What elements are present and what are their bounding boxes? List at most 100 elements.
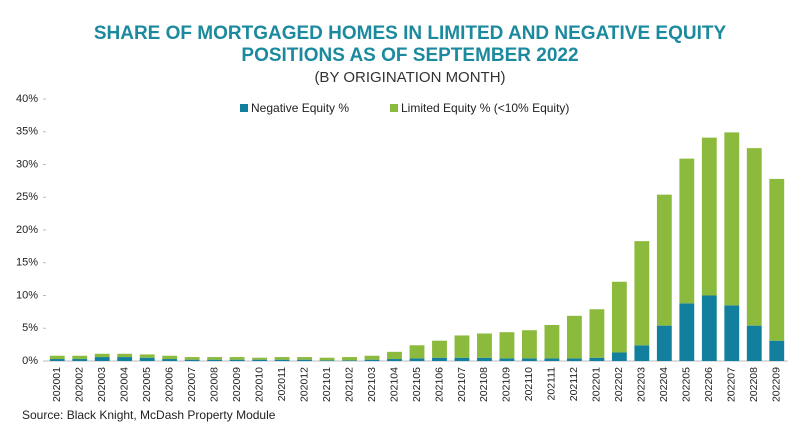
bar-segment: [656, 325, 672, 361]
bar-segment: [229, 357, 245, 360]
x-tick-label: 202109: [501, 367, 513, 402]
y-tick-label: 0%: [22, 355, 38, 367]
source-note: Source: Black Knight, McDash Property Mo…: [22, 408, 276, 422]
bar-segment: [117, 357, 133, 361]
bar-segment: [566, 315, 582, 359]
y-tick-label: 10%: [16, 289, 38, 301]
bar-segment: [49, 355, 65, 360]
bar-segment: [544, 358, 560, 361]
bar-segment: [589, 309, 605, 358]
bar-segment: [724, 132, 740, 306]
bar-segment: [342, 360, 357, 361]
bar-segment: [184, 359, 200, 361]
x-tick-label: 202008: [208, 367, 220, 402]
x-tick-label: 202111: [546, 367, 558, 401]
y-tick-label: 15%: [16, 257, 38, 269]
y-tick-label: 40%: [16, 93, 38, 105]
x-tick-label: 202112: [568, 367, 580, 401]
x-tick-label: 202007: [186, 367, 198, 402]
bar-segment: [769, 340, 785, 361]
x-tick-label: 202105: [411, 367, 423, 402]
x-tick-label: 202201: [591, 367, 603, 402]
bar-segment: [207, 357, 223, 360]
x-tick-label: 202102: [343, 367, 355, 402]
x-tick-label: 202208: [748, 367, 760, 402]
chart-subtitle: (BY ORIGINATION MONTH): [314, 69, 505, 86]
bar-segment: [589, 357, 605, 361]
bar-segment: [746, 148, 762, 326]
bar-segment: [162, 359, 178, 361]
bar-segment: [252, 359, 268, 361]
bar-segment: [72, 355, 88, 360]
x-tick-label: 202203: [636, 367, 648, 402]
bar-segment: [656, 194, 672, 326]
bar-segment: [297, 357, 312, 360]
bar-segment: [566, 358, 582, 361]
chart-title: SHARE OF MORTGAGED HOMES IN LIMITED AND …: [94, 23, 727, 44]
x-tick-label: 202005: [141, 367, 153, 402]
bar-segment: [499, 332, 515, 359]
bar-segment: [184, 357, 200, 360]
bar-segment: [342, 357, 357, 361]
bar-segment: [522, 330, 537, 359]
bar-segment: [454, 357, 470, 361]
x-tick-label: 202011: [276, 367, 288, 401]
x-tick-label: 202101: [321, 367, 333, 402]
bar-segment: [611, 352, 627, 361]
bar-segment: [679, 158, 695, 304]
bar-segment: [49, 359, 65, 361]
bar-segment: [207, 359, 223, 361]
bar-segment: [634, 345, 650, 361]
bar-segment: [364, 355, 380, 360]
x-tick-label: 202207: [726, 367, 738, 402]
bar-segment: [544, 324, 560, 359]
bar-segment: [499, 358, 515, 361]
bar-segment: [701, 295, 717, 361]
x-tick-label: 202204: [658, 367, 670, 402]
bar-segment: [117, 353, 133, 358]
x-tick-label: 202106: [433, 367, 445, 402]
bar-segment: [274, 357, 290, 360]
legend-swatch: [240, 104, 248, 112]
bar-segment: [319, 360, 335, 361]
bar-segment: [477, 357, 492, 361]
bar-segment: [769, 178, 785, 341]
x-tick-label: 202012: [298, 367, 310, 402]
bar-segment: [432, 340, 447, 358]
x-tick-label: 202206: [703, 367, 715, 402]
bar-segment: [679, 303, 695, 361]
x-tick-label: 202108: [478, 367, 490, 402]
bar-segment: [274, 359, 290, 361]
x-tick-label: 202110: [523, 367, 535, 401]
bar-segment: [72, 359, 88, 361]
bar-segment: [139, 354, 155, 358]
bar-segment: [364, 359, 380, 361]
bar-segment: [387, 351, 402, 360]
bar-segment: [611, 281, 627, 353]
legend-swatch: [390, 104, 398, 112]
bar-segment: [252, 357, 268, 360]
bar-segment: [139, 357, 155, 361]
y-tick-label: 20%: [16, 224, 38, 236]
x-tick-label: 202001: [51, 367, 63, 402]
x-tick-label: 202205: [681, 367, 693, 402]
x-tick-label: 202209: [771, 367, 783, 402]
legend-label: Limited Equity % (<10% Equity): [401, 101, 569, 115]
bar-segment: [319, 357, 335, 361]
bar-segment: [454, 335, 470, 358]
bar-segment: [477, 333, 492, 358]
y-tick-label: 35%: [16, 126, 38, 138]
x-tick-label: 202202: [613, 367, 625, 402]
bar-segment: [409, 345, 425, 359]
y-tick-label: 25%: [16, 191, 38, 203]
bar-segment: [724, 305, 740, 361]
bar-segment: [432, 357, 447, 361]
chart-title: POSITIONS AS OF SEPTEMBER 2022: [241, 45, 578, 66]
bar-segment: [94, 357, 110, 361]
bar-segment: [409, 358, 425, 361]
x-tick-label: 202009: [231, 367, 243, 402]
x-tick-label: 202006: [163, 367, 175, 402]
x-tick-label: 202002: [74, 367, 86, 402]
x-tick-label: 202004: [118, 367, 130, 402]
